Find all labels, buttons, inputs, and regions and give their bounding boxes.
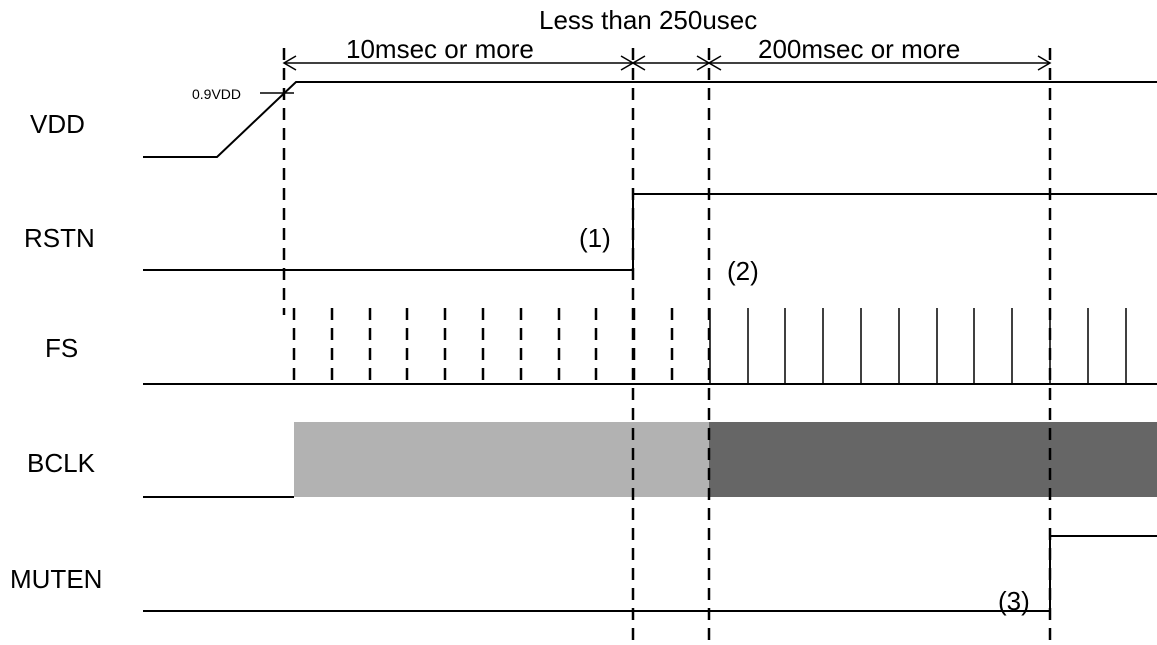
- interval-label-1: 10msec or more: [346, 34, 534, 64]
- marker-2: (2): [727, 256, 759, 286]
- bclk-block-after-reset: [709, 422, 1157, 497]
- interval-arrow-2: [707, 55, 1052, 71]
- top-label: Less than 250usec: [539, 5, 757, 35]
- signal-label-bclk: BCLK: [27, 448, 96, 478]
- marker-1: (1): [579, 223, 611, 253]
- signal-label-rstn: RSTN: [24, 223, 95, 253]
- rstn-waveform: [143, 193, 1157, 271]
- vdd-waveform: [143, 81, 1157, 158]
- signal-label-fs: FS: [45, 333, 78, 363]
- vdd-threshold-label: 0.9VDD: [192, 86, 241, 102]
- signal-label-muten: MUTEN: [10, 564, 102, 594]
- interval-label-2: 200msec or more: [758, 34, 960, 64]
- bclk-block-before-reset: [294, 422, 709, 497]
- signal-label-vdd: VDD: [30, 109, 85, 139]
- marker-3: (3): [998, 586, 1030, 616]
- interval-arrow-250us: [631, 55, 711, 71]
